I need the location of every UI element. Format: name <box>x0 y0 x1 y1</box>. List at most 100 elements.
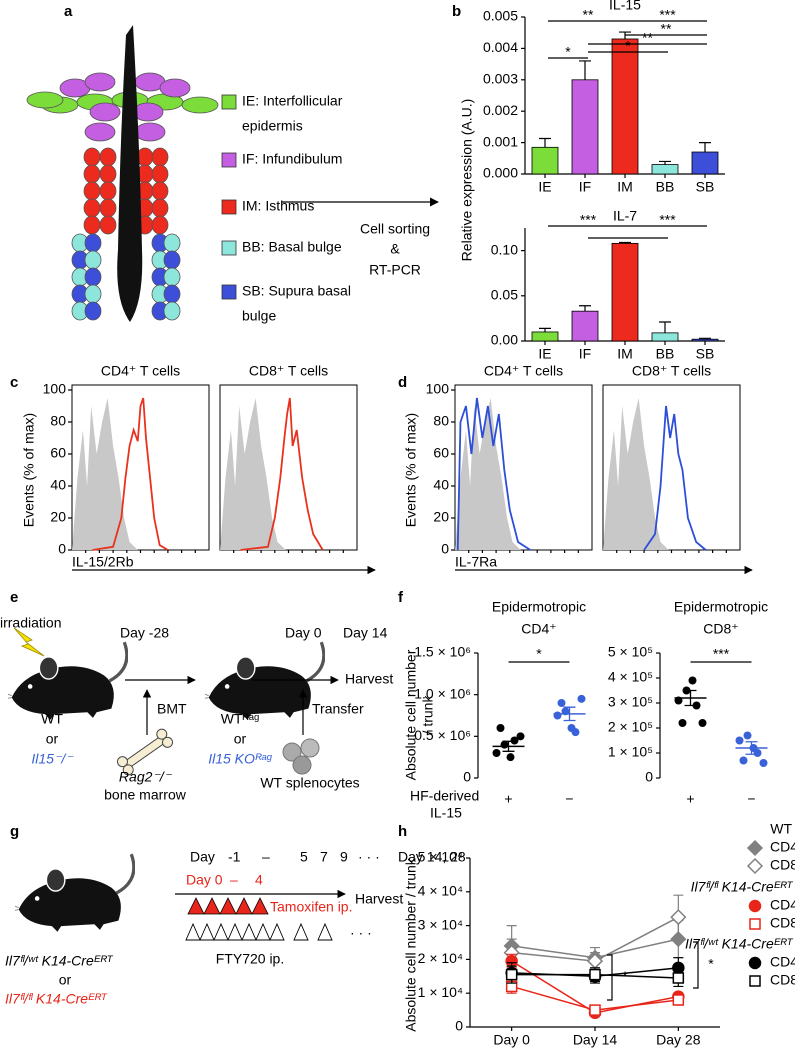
label: Tamoxifen ip. <box>270 899 352 915</box>
x-tick-label: SB <box>696 179 715 195</box>
legend-label: IM: Isthmus <box>242 198 314 214</box>
point <box>496 724 505 732</box>
panel-title: CD4⁺ T cells <box>484 363 563 379</box>
legend-marker <box>749 975 761 987</box>
bar <box>531 331 559 342</box>
label: or <box>46 731 59 747</box>
point <box>557 699 566 707</box>
y-tick-label: 60 <box>50 445 66 461</box>
cell <box>83 198 101 218</box>
label: Il15⁻/⁻ <box>31 751 74 767</box>
cell <box>84 267 102 287</box>
x-tick-label: Day 14 <box>573 1032 618 1048</box>
bar <box>691 151 719 175</box>
hair-shaft <box>117 25 143 322</box>
label: Il15 KOᴿᵃᵍ <box>208 751 272 767</box>
y-axis-label: Absolute cell number <box>403 649 419 780</box>
significance: ** <box>583 7 594 23</box>
y-tick-label: 0.5 × 10⁶ <box>414 727 471 743</box>
x-tick-label: + <box>504 791 512 807</box>
point <box>506 753 515 762</box>
isotype-histogram <box>72 398 138 550</box>
day: 4 <box>255 872 263 888</box>
fty-triangles <box>185 922 333 941</box>
legend-swatch <box>221 240 237 256</box>
day: 7 <box>320 849 328 865</box>
bar <box>571 79 599 175</box>
legend-swatch <box>221 199 237 215</box>
cell <box>84 301 102 321</box>
y-tick-label: 0.005 <box>483 8 518 24</box>
legend-title: Il7ᶠˡ/ʷᵗ K14-Creᴱᴿᵀ <box>685 936 793 952</box>
error-bar <box>579 60 591 80</box>
y-tick-label: 0.000 <box>483 165 518 181</box>
lightning <box>13 627 45 657</box>
label: FTY720 ip. <box>216 951 284 967</box>
chart-title: CD8⁺ <box>703 621 738 637</box>
x-tick-label: IF <box>579 179 591 195</box>
cell <box>26 91 64 109</box>
y-tick-label: 60 <box>433 445 449 461</box>
point <box>759 759 768 767</box>
chart-title: Epidermotropic <box>492 599 586 615</box>
point <box>735 736 744 745</box>
cell <box>83 181 101 201</box>
label: Day 14 <box>343 625 388 641</box>
x-tick-label: IE <box>538 346 551 362</box>
cell <box>134 122 166 142</box>
histogram <box>643 405 707 551</box>
isotype-histogram <box>603 398 669 550</box>
panel-label: g <box>10 823 19 840</box>
y-axis-label: Relative expression (A.U.) <box>459 99 475 262</box>
y-tick-label: 3 × 10⁴ <box>418 916 463 932</box>
genotype: Il7ᶠˡ/ʷᵗ K14-Creᴱᴿᵀ <box>5 953 113 969</box>
significance: *** <box>659 7 676 23</box>
y-tick-label: 0.10 <box>491 241 518 257</box>
point <box>672 972 685 984</box>
legend-label: CD8⁺ <box>770 972 795 988</box>
chart-title: IL-7 <box>613 208 637 224</box>
point <box>510 736 519 745</box>
bracket <box>693 941 699 989</box>
panel-title: CD4⁺ T cells <box>101 363 180 379</box>
point <box>589 968 601 981</box>
label: Day 0 <box>285 625 322 641</box>
y-tick-label: 20 <box>50 509 66 525</box>
y-tick-label: 3 × 10⁵ <box>608 694 653 710</box>
panel-label: b <box>452 3 461 20</box>
histogram <box>456 397 531 551</box>
label: Harvest <box>345 671 393 687</box>
y-tick-label: 20 <box>433 509 449 525</box>
isotype-histogram <box>455 398 521 550</box>
label: irradiation <box>0 615 61 631</box>
error-bar <box>745 741 758 755</box>
point <box>670 909 687 926</box>
bar <box>571 310 599 342</box>
legend-swatch <box>221 94 237 110</box>
significance: * <box>708 956 714 972</box>
histogram <box>92 397 169 551</box>
point <box>743 731 752 740</box>
point <box>589 1004 601 1016</box>
cell <box>99 215 117 235</box>
panel-label: e <box>10 589 18 606</box>
legend-label: IF: Infundibulum <box>242 151 342 167</box>
y-tick-label: 40 <box>50 477 66 493</box>
y-tick-label: 100 <box>43 381 67 397</box>
y-tick-label: 0.00 <box>491 332 518 348</box>
cell <box>163 233 181 253</box>
y-tick-label: 0.05 <box>491 287 518 303</box>
day: – <box>230 872 238 888</box>
cell <box>99 147 117 167</box>
bar <box>651 164 679 175</box>
panel-title: CD8⁺ T cells <box>632 363 711 379</box>
point <box>672 994 685 1006</box>
label: WTᴿᵃᵍ <box>221 711 260 727</box>
legend-marker <box>746 839 764 857</box>
label: Rag2⁻/⁻ <box>119 769 173 785</box>
point <box>688 676 697 685</box>
day: -1 <box>228 849 241 865</box>
error-bar <box>684 689 697 707</box>
label: WT splenocytes <box>260 775 359 791</box>
